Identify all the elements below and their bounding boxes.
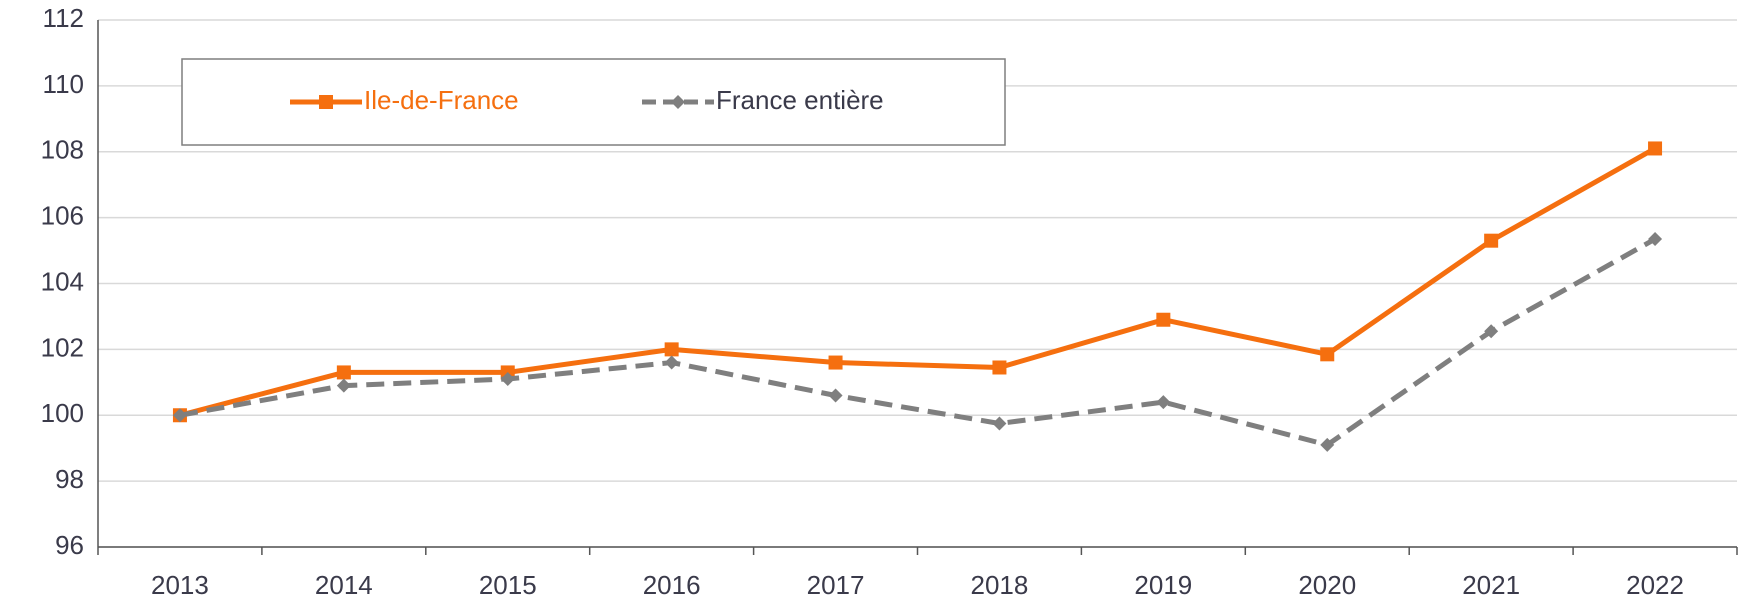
marker [828,355,843,370]
x-tick-label: 2018 [971,570,1029,600]
marker [992,416,1007,431]
y-tick-label: 98 [55,464,84,494]
y-tick-label: 102 [41,332,84,362]
marker [336,378,351,393]
legend-label: France entière [716,85,884,115]
marker [1484,324,1499,339]
marker [671,95,685,109]
marker [336,365,351,380]
marker [1320,347,1335,362]
legend-label: Ile-de-France [364,85,519,115]
x-tick-label: 2013 [151,570,209,600]
x-tick-label: 2015 [479,570,537,600]
x-tick-label: 2019 [1134,570,1192,600]
y-tick-label: 108 [41,135,84,165]
marker [1484,233,1499,248]
marker [319,95,333,109]
marker [664,342,679,357]
marker [1320,437,1335,452]
marker [1156,395,1171,410]
y-tick-label: 106 [41,201,84,231]
x-tick-label: 2017 [807,570,865,600]
marker [1648,232,1663,247]
y-tick-label: 96 [55,530,84,560]
marker [1156,312,1171,327]
x-tick-label: 2021 [1462,570,1520,600]
y-tick-label: 104 [41,266,84,296]
y-tick-label: 100 [41,398,84,428]
marker [992,360,1007,375]
x-tick-label: 2016 [643,570,701,600]
x-tick-label: 2022 [1626,570,1684,600]
x-tick-label: 2014 [315,570,373,600]
marker [1648,141,1663,156]
marker [172,408,187,423]
x-tick-label: 2020 [1298,570,1356,600]
marker [664,355,679,370]
y-tick-label: 110 [43,69,84,99]
marker [828,388,843,403]
series-line [179,146,1657,418]
series-line [179,236,1657,448]
marker [500,372,515,387]
legend-box [181,58,1006,146]
y-tick-label: 112 [43,3,84,33]
